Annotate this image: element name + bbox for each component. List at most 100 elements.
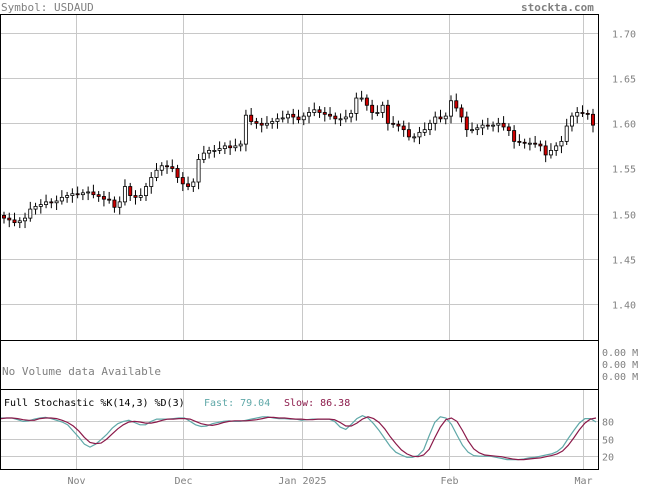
price-panel-frame [0, 14, 599, 341]
candle-body [96, 194, 101, 197]
grid-lines [1, 15, 598, 469]
candle-body [222, 145, 227, 150]
candle-body [406, 129, 411, 138]
candle-body [54, 200, 59, 204]
date-tick-label: Mar [574, 476, 592, 486]
price-tick-label: 1.40 [612, 301, 636, 312]
candle-body [238, 143, 243, 147]
candle-body [264, 122, 269, 126]
candle-body [328, 113, 333, 117]
volume-label-3: 0.00 M [602, 372, 638, 383]
date-tick-label: Nov [67, 476, 85, 486]
candle-body [270, 121, 275, 124]
candle-body [75, 193, 80, 196]
candle-body [86, 191, 91, 194]
candle-body [149, 177, 154, 187]
candle-body [249, 114, 254, 122]
price-axis-labels: 1.70 1.65 1.60 1.55 1.50 1.45 1.40 [612, 30, 636, 312]
candle-body [117, 201, 122, 208]
candle-body [554, 145, 559, 151]
candle-body [112, 199, 117, 208]
candle-body [438, 116, 443, 120]
candle-body [517, 140, 522, 143]
candle-body [464, 116, 469, 131]
candle-body [80, 192, 85, 196]
candle-body [254, 121, 259, 124]
candle-body [559, 140, 564, 147]
candle-body [491, 124, 496, 127]
stochastic-fast-label: Fast: 79.04 [204, 398, 270, 409]
candle-body [7, 217, 12, 221]
candle-body [459, 107, 464, 118]
volume-panel-frame [0, 340, 599, 390]
candle-body [485, 124, 490, 127]
candle-body [196, 159, 201, 183]
candle-body [322, 112, 327, 115]
candle-body [454, 100, 459, 109]
price-tick-label: 1.60 [612, 120, 636, 131]
symbol-label: Symbol: USDAUD [1, 1, 94, 14]
candle-body [470, 129, 475, 132]
site-watermark: stockta.com [521, 1, 594, 14]
candle-body [338, 118, 343, 121]
candle-body [33, 205, 38, 210]
volume-label-2: 0.00 M [602, 360, 638, 371]
candle-body [133, 195, 138, 198]
candle-body [186, 183, 191, 187]
candle-body [475, 127, 480, 131]
stochastic-lines [0, 415, 598, 461]
candle-body [349, 113, 354, 118]
candle-body [333, 115, 338, 120]
candle-body [480, 124, 485, 129]
candle-body [291, 113, 296, 118]
stochastic-tick-label: 80 [602, 418, 614, 429]
price-tick-label: 1.50 [612, 211, 636, 222]
candle-body [569, 115, 574, 127]
candle-body [301, 115, 306, 121]
candle-body [170, 166, 175, 169]
candle-body [212, 150, 217, 152]
candle-body [28, 208, 33, 219]
candle-body [527, 142, 532, 145]
candle-body [417, 131, 422, 138]
candle-body [154, 169, 159, 178]
candle-body [70, 193, 75, 196]
candle-body [538, 143, 543, 147]
candle-body [364, 97, 369, 106]
candle-body [65, 195, 70, 198]
candle-body [585, 113, 590, 115]
candle-body [59, 196, 64, 202]
candle-body [380, 104, 385, 113]
candle-body [412, 136, 417, 139]
candle-body [307, 112, 311, 117]
candle-body [522, 141, 527, 144]
candle-body [433, 116, 438, 124]
date-tick-label: Feb [440, 476, 458, 486]
candle-body [49, 201, 54, 204]
candle-body [180, 177, 185, 185]
candle-body [159, 165, 164, 171]
candle-body [506, 126, 511, 131]
candle-body [286, 113, 290, 119]
stochastic-tick-label: 50 [602, 436, 614, 447]
candle-body [17, 220, 22, 224]
candle-body [533, 142, 538, 145]
candle-body [401, 125, 406, 131]
candle-body [343, 116, 348, 120]
candle-body [312, 109, 317, 113]
stochastic-axis-labels: 80 50 20 [602, 418, 614, 464]
candle-body [496, 122, 501, 126]
date-tick-label: Dec [174, 476, 192, 486]
price-tick-label: 1.70 [612, 30, 636, 41]
candle-body [370, 104, 375, 113]
candle-body [359, 97, 364, 100]
candle-body [122, 186, 127, 203]
candle-body [243, 114, 248, 145]
candle-body [144, 186, 148, 196]
candle-body [391, 122, 396, 125]
candle-body [38, 204, 43, 207]
candle-body [543, 145, 548, 156]
candle-body [12, 219, 17, 224]
candle-body [575, 112, 580, 117]
candlesticks [2, 90, 595, 229]
